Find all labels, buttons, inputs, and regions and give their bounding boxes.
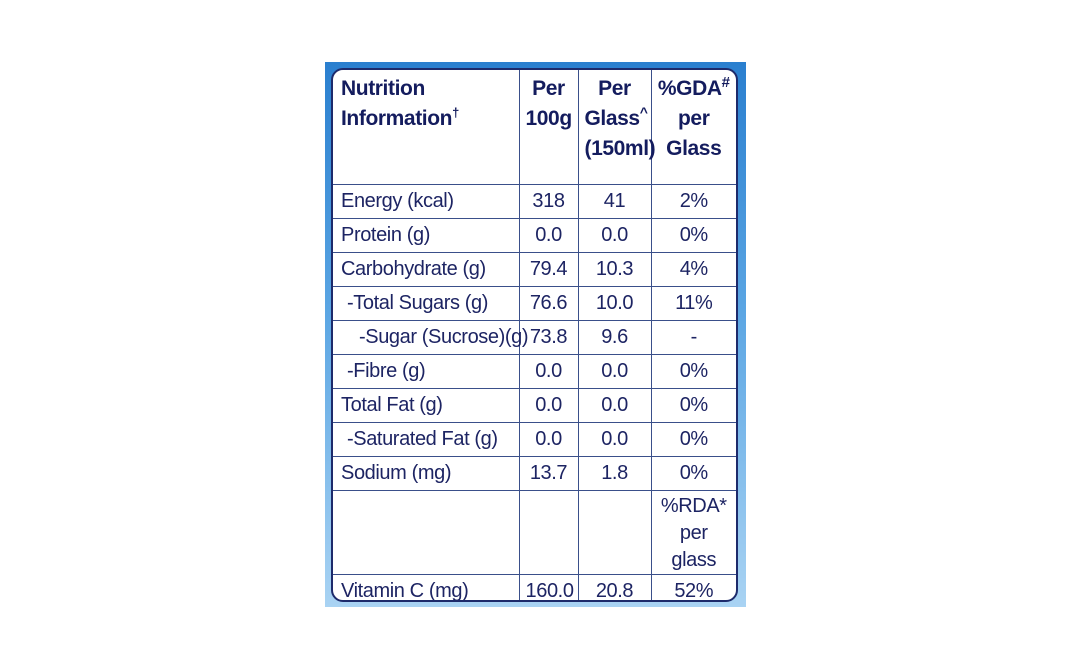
value-per-100g: 318 [518, 183, 579, 219]
table-row: -Saturated Fat (g) 0.0 0.0 0% [333, 421, 736, 457]
hash-mark: # [721, 74, 730, 91]
value-per-glass: 0.0 [577, 421, 652, 457]
nutrition-table: Nutrition Information† Per 100g Per Glas… [333, 70, 736, 600]
value-gda: 0% [650, 217, 736, 253]
value-per-100g: 0.0 [518, 421, 579, 457]
value-per-glass: 20.8 [577, 573, 652, 600]
nutrient-name: -Sugar (Sucrose)(g) [333, 319, 529, 355]
table-row: Energy (kcal) 318 41 2% [333, 183, 736, 219]
dagger-mark: † [452, 105, 459, 120]
value-gda: 0% [650, 421, 736, 457]
rda-header-line2: per glass [671, 521, 717, 571]
header-rda-per-glass: %RDA* per glass [650, 489, 736, 575]
value-per-glass: 0.0 [577, 217, 652, 253]
value-per-glass: 10.3 [577, 251, 652, 287]
table-row: -Fibre (g) 0.0 0.0 0% [333, 353, 736, 389]
nutrient-name: Total Fat (g) [333, 387, 520, 423]
nutrient-name: Vitamin C (mg) [333, 573, 520, 600]
value-per-100g: 79.4 [518, 251, 579, 287]
nutrient-name: Sodium (mg) [333, 455, 520, 491]
caret-mark: ^ [639, 104, 648, 120]
value-per-glass: 9.6 [577, 319, 652, 355]
header-gda-line3: Glass [666, 137, 722, 160]
nutrient-name: -Fibre (g) [333, 353, 520, 389]
table-row: Total Fat (g) 0.0 0.0 0% [333, 387, 736, 423]
value-gda: 11% [650, 285, 736, 321]
value-per-glass: 0.0 [577, 353, 652, 389]
header-perglass-line1: Per [598, 77, 631, 100]
nutrient-name: Energy (kcal) [333, 183, 520, 219]
value-per-glass: 41 [577, 183, 652, 219]
table-row: Carbohydrate (g) 79.4 10.3 4% [333, 251, 736, 287]
value-gda: 4% [650, 251, 736, 287]
table-row: Protein (g) 0.0 0.0 0% [333, 217, 736, 253]
value-per-100g: 0.0 [518, 217, 579, 253]
table-row: Vitamin C (mg) 160.0 20.8 52% [333, 573, 736, 600]
header-row: Nutrition Information† Per 100g Per Glas… [333, 70, 736, 185]
empty-cell [333, 489, 520, 575]
table-row: -Total Sugars (g) 76.6 10.0 11% [333, 285, 736, 321]
header-nutrient-line2: Information [341, 107, 453, 130]
header-gda-per-glass: %GDA# per Glass [650, 70, 736, 185]
value-gda: - [650, 319, 736, 355]
value-gda: 2% [650, 183, 736, 219]
header-gda-line1: %GDA [657, 77, 722, 100]
value-per-100g: 0.0 [518, 353, 579, 389]
header-gda-line2: per [678, 107, 710, 130]
table-row: Sodium (mg) 13.7 1.8 0% [333, 455, 736, 491]
value-per-glass: 10.0 [577, 285, 652, 321]
value-per-100g: 0.0 [518, 387, 579, 423]
value-per-glass: 1.8 [577, 455, 652, 491]
value-gda: 0% [650, 387, 736, 423]
value-rda: 52% [650, 573, 736, 600]
header-per100-line1: Per [532, 77, 565, 100]
header-per-100g: Per 100g [518, 70, 579, 185]
header-nutrient-line1: Nutrition [341, 77, 425, 100]
nutrient-name: Protein (g) [333, 217, 520, 253]
table-row: -Sugar (Sucrose)(g) 73.8 9.6 - [333, 319, 736, 355]
value-gda: 0% [650, 353, 736, 389]
nutrition-facts-panel: Nutrition Information† Per 100g Per Glas… [331, 68, 738, 602]
nutrient-name: -Total Sugars (g) [333, 285, 520, 321]
empty-cell [577, 489, 652, 575]
nutrient-name: Carbohydrate (g) [333, 251, 520, 287]
header-nutrition-information: Nutrition Information† [333, 70, 520, 185]
header-per-glass: Per Glass^ (150ml) [577, 70, 656, 185]
empty-cell [518, 489, 579, 575]
value-per-100g: 13.7 [518, 455, 579, 491]
nutrient-name: -Saturated Fat (g) [333, 421, 520, 457]
rda-header-line1: %RDA* [660, 494, 727, 517]
header-perglass-line2: Glass [584, 107, 641, 130]
header-perglass-line3: (150ml) [584, 137, 656, 160]
rda-header-row: %RDA* per glass [333, 489, 736, 575]
value-per-100g: 160.0 [518, 573, 579, 600]
header-per100-line2: 100g [525, 107, 573, 130]
value-per-100g: 76.6 [518, 285, 579, 321]
value-per-100g: 73.8 [518, 319, 579, 355]
value-gda: 0% [650, 455, 736, 491]
value-per-glass: 0.0 [577, 387, 652, 423]
